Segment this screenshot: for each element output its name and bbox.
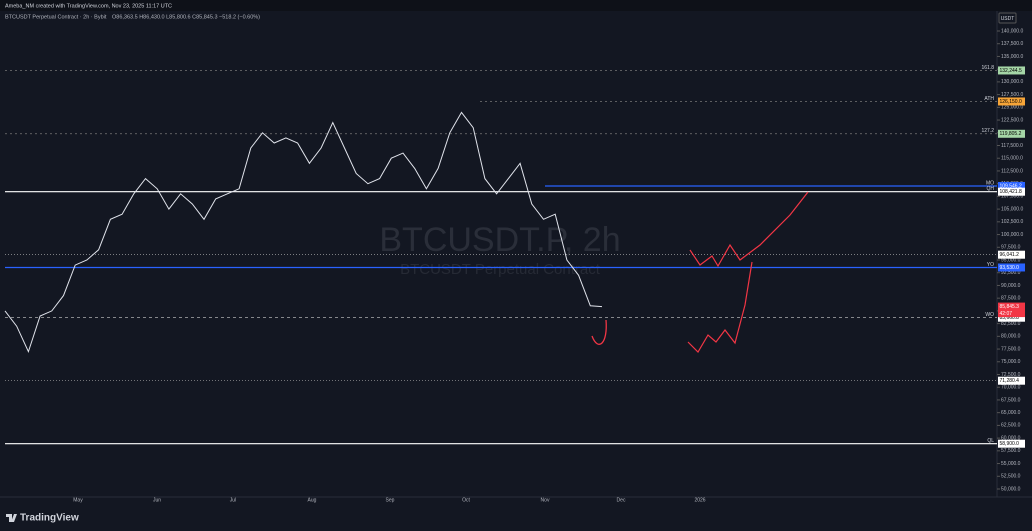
logo [6,514,17,522]
x-tick-label: Jun [153,497,161,503]
y-tick-label: 140,000.0 [1001,28,1023,34]
currency[interactable]: USDT [1001,16,1015,22]
drawing-projection-upper [689,191,809,268]
y-tick-label: 122,500.0 [1001,117,1023,123]
level-name: QH [987,186,995,192]
price-label: 83,660.8 [1000,315,1020,321]
level-name: QL [987,438,994,444]
y-tick-label: 60,000.0 [1001,435,1021,441]
y-tick-label: 67,500.0 [1001,397,1021,403]
y-tick-label: 65,000.0 [1001,410,1021,416]
price-label-bg [998,250,1025,259]
y-tick-label: 70,000.0 [1001,385,1021,391]
y-tick-label: 107,500.0 [1001,194,1023,200]
brand: TradingView [20,513,79,524]
price-label: 109,546.2 [1000,183,1022,189]
x-tick-label: 2026 [694,497,705,503]
price-label-bg [998,187,1025,196]
price-label-bg [998,439,1025,448]
price-label: 93,530.0 [1000,265,1020,271]
y-tick-label: 55,000.0 [1001,461,1021,467]
y-tick-label: 87,500.0 [1001,295,1021,301]
price-label-bg [998,129,1025,138]
y-tick-label: 80,000.0 [1001,334,1021,340]
y-tick-label: 127,500.0 [1001,92,1023,98]
y-tick-label: 90,000.0 [1001,283,1021,289]
drawing-curve [591,319,607,345]
credit: Ameba_NM created with TradingView.com, N… [5,3,172,9]
price-label: 132,244.5 [1000,68,1022,74]
y-tick-label: 102,500.0 [1001,219,1023,225]
y-tick-label: 57,500.0 [1001,448,1021,454]
level-name: YO [987,262,994,268]
y-tick-label: 112,500.0 [1001,168,1023,174]
y-tick-label: 105,000.0 [1001,206,1023,212]
price-label-bg [998,302,1025,311]
ohlc: O86,363.5 H86,430.0 L85,800.6 C85,845.3 … [112,14,260,20]
price-label: 108,421.8 [1000,189,1022,195]
y-tick-label: 117,500.0 [1001,143,1023,149]
y-tick-label: 50,000.0 [1001,486,1021,492]
price-label: 119,805.2 [1000,131,1022,137]
level-name: 161.8 [981,65,994,71]
y-tick-label: 75,000.0 [1001,359,1021,365]
countdown-bg [998,310,1025,318]
price-label-bg [998,181,1025,190]
price-line [4,111,603,353]
x-tick-label: Aug [308,497,317,503]
y-tick-label: 130,000.0 [1001,79,1023,85]
currency-box[interactable] [998,12,1017,24]
price-label: 85,845.3 [1000,304,1020,310]
top-bar [0,0,1032,11]
countdown: 42:07 [1000,311,1013,317]
x-tick-label: Dec [617,497,626,503]
level-name: 127.2 [981,128,994,134]
x-tick-label: Nov [541,497,550,503]
price-label: 96,041.2 [1000,252,1020,258]
price-label: 126,150.0 [1000,99,1022,105]
level-name: WO [985,312,994,318]
y-tick-label: 115,000.0 [1001,156,1023,162]
price-label-bg [998,376,1025,385]
y-tick-label: 92,500.0 [1001,270,1021,276]
y-tick-label: 125,000.0 [1001,105,1023,111]
drawing-projection-lower [687,261,753,353]
price-label-bg [998,263,1025,272]
price-label-bg [998,66,1025,75]
symbol: BTCUSDT Perpetual Contract · 2h · Bybit [5,14,107,20]
x-tick-label: Oct [462,497,470,503]
y-tick-label: 135,000.0 [1001,54,1023,60]
y-tick-label: 82,500.0 [1001,321,1021,327]
price-label-bg [998,313,1025,322]
y-tick-label: 100,000.0 [1001,232,1023,238]
y-tick-label: 77,500.0 [1001,346,1021,352]
y-tick-label: 137,500.0 [1001,41,1023,47]
y-tick-label: 95,000.0 [1001,257,1021,263]
x-tick-label: May [73,497,83,503]
price-label: 71,280.4 [1000,378,1020,384]
plot: 50,000.0 52,500.0 55,000.0 57,500.0 60,000.0… [4,28,1025,503]
footer [0,505,1032,531]
y-tick-label: 97,500.0 [1001,245,1021,251]
y-tick-label: 62,500.0 [1001,423,1021,429]
watermark-symbol: BTCUSDT.P, 2h [379,221,620,259]
x-tick-label: Sep [386,497,395,503]
level-name: MO [986,180,994,186]
x-tick-label: Jul [230,497,236,503]
watermark-description: BTCUSDT Perpetual Contract [400,261,601,278]
price-label: 58,900.0 [1000,441,1020,447]
price-label-bg [998,97,1025,106]
level-name: ATH [984,96,994,102]
y-tick-label: 52,500.0 [1001,474,1021,480]
y-tick-label: 72,500.0 [1001,372,1021,378]
